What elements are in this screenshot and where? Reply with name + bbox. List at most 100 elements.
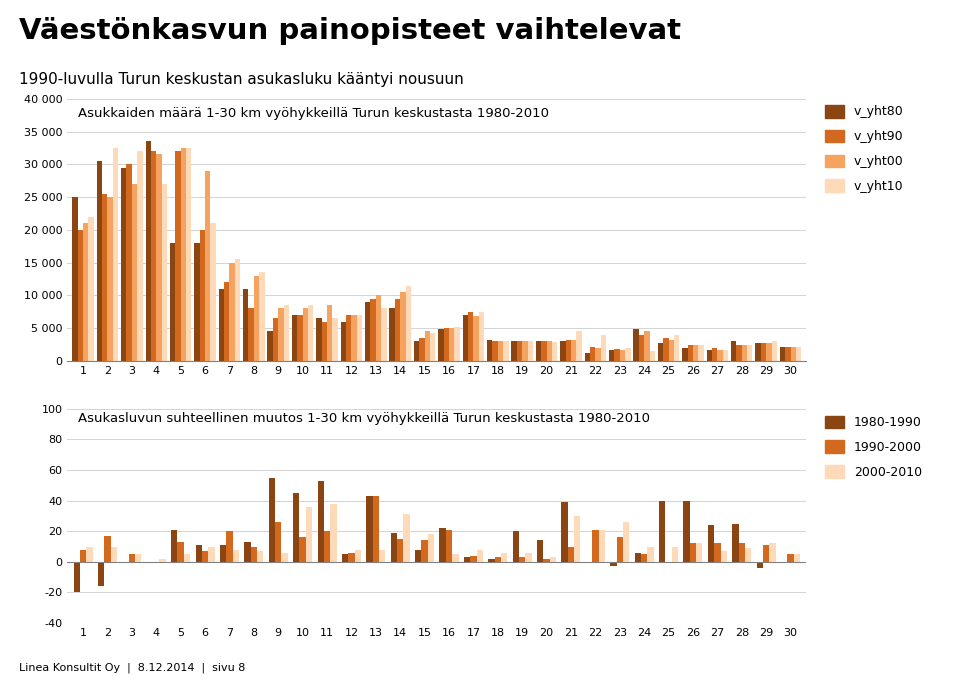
Bar [80,550,86,562]
Bar [298,315,302,361]
Bar [379,550,385,562]
Bar [525,553,532,562]
Bar [202,551,208,562]
Bar [306,507,312,562]
Bar [565,340,571,361]
Bar [232,550,239,562]
Bar [171,530,178,562]
Bar [611,562,616,567]
Bar [224,282,229,361]
Bar [371,299,375,361]
Bar [381,308,387,361]
Bar [473,317,479,361]
Bar [634,330,638,361]
Bar [470,556,476,562]
Bar [780,347,785,361]
Bar [135,554,141,562]
Bar [731,341,736,361]
Bar [147,562,153,563]
Bar [235,259,240,361]
Bar [84,223,88,361]
Bar [494,557,501,562]
Bar [102,194,108,361]
Bar [127,164,132,361]
Bar [342,554,348,562]
Bar [736,345,742,361]
Bar [693,345,698,361]
Bar [590,347,595,361]
Bar [519,557,525,562]
Text: Väestönkasvun painopisteet vaihtelevat: Väestönkasvun painopisteet vaihtelevat [19,17,682,45]
Bar [390,308,395,361]
Bar [72,197,78,361]
Bar [276,522,281,562]
Bar [546,341,552,361]
Bar [721,551,727,562]
Bar [663,338,668,361]
Bar [205,171,210,361]
Bar [151,151,156,361]
Bar [541,341,546,361]
Bar [760,343,766,361]
Bar [97,161,102,361]
Bar [132,184,137,361]
Bar [403,514,410,562]
Bar [424,332,430,361]
Bar [78,230,84,361]
Bar [302,308,308,361]
Bar [229,263,235,361]
Bar [625,348,631,361]
Bar [585,353,590,361]
Bar [790,347,796,361]
Bar [332,318,338,361]
Bar [598,530,605,562]
Bar [464,557,470,562]
Bar [194,243,200,361]
Bar [742,345,747,361]
Bar [159,558,166,562]
Bar [674,335,680,361]
Bar [156,155,161,361]
Bar [178,542,183,562]
Bar [714,543,721,562]
Bar [660,501,665,562]
Bar [454,327,460,361]
Bar [503,341,509,361]
Bar [180,148,186,361]
Bar [658,343,663,361]
Bar [346,315,351,361]
Bar [445,530,452,562]
Bar [354,550,361,562]
Bar [405,285,411,361]
Bar [269,477,276,562]
Bar [536,341,541,361]
Bar [121,168,127,361]
Bar [650,351,655,361]
Bar [449,328,454,361]
Bar [766,343,772,361]
Bar [796,347,802,361]
Bar [74,562,80,592]
Bar [200,230,205,361]
Bar [210,223,216,361]
Bar [439,330,444,361]
Bar [249,308,253,361]
Bar [698,345,704,361]
Bar [367,496,372,562]
Bar [672,546,678,562]
Bar [420,338,424,361]
Text: 1990-luvulla Turun keskustan asukasluku kääntyi nousuun: 1990-luvulla Turun keskustan asukasluku … [19,72,464,86]
Bar [430,334,435,361]
Bar [794,554,800,562]
Bar [696,543,703,562]
Bar [745,548,752,562]
Bar [738,543,745,562]
Bar [595,348,601,361]
Bar [421,541,428,562]
Bar [283,305,289,361]
Bar [220,545,227,562]
Bar [712,348,717,361]
Bar [251,546,257,562]
Bar [444,328,449,361]
Bar [327,305,332,361]
